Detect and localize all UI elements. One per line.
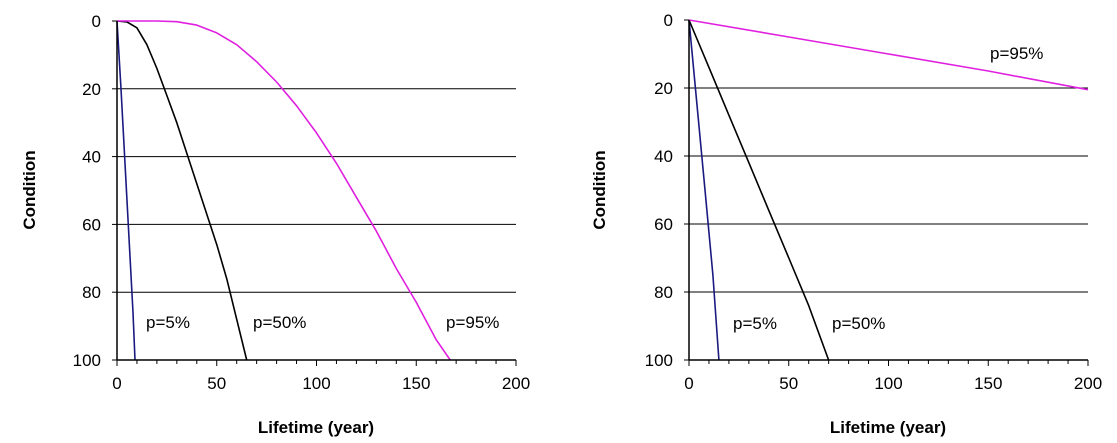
series-line-p-5- [116,20,136,361]
gridlines [117,88,516,293]
series-line-p-95- [688,19,1089,91]
y-axis-title: Condition [20,150,39,229]
series-line-p-50- [688,19,830,361]
x-tick-label: 150 [974,374,1002,393]
x-tick-label: 50 [779,374,798,393]
right-chart: 0 50 100 150 200 0 20 40 60 80 100 p=5% p=50% p=95%… [590,11,1102,437]
y-tick-label: 60 [654,215,673,234]
axes [684,19,1089,366]
series-line-p-50- [116,20,248,361]
series-label: p=5% [733,314,777,333]
left-chart: 0 50 100 150 200 0 20 40 60 80 100 p=5% p=50% p=95%… [20,12,530,437]
y-tick-label: 100 [73,351,101,370]
y-tick-label: 100 [645,351,673,370]
x-tick-label: 0 [112,374,121,393]
x-axis-title: Lifetime (year) [830,418,946,437]
x-tick-labels: 0 50 100 150 200 [684,374,1102,393]
x-tick-label: 100 [302,374,330,393]
series-line-p-95- [117,20,451,361]
x-tick-label: 100 [874,374,902,393]
y-tick-label: 80 [82,283,101,302]
x-tick-label: 200 [502,374,530,393]
series-labels: p=5% p=50% p=95% [733,44,1043,333]
series-lines [116,20,451,361]
x-tick-label: 50 [207,374,226,393]
y-tick-label: 0 [664,11,673,30]
x-tick-label: 150 [402,374,430,393]
series-label: p=95% [446,313,499,332]
x-axis-title: Lifetime (year) [258,418,374,437]
y-tick-label: 40 [654,147,673,166]
x-tick-label: 200 [1074,374,1102,393]
series-line-p-5- [688,19,720,361]
series-label: p=95% [990,44,1043,63]
y-axis-title: Condition [590,150,609,229]
axes [112,20,517,366]
series-lines [688,19,1089,361]
y-tick-labels: 0 20 40 60 80 100 [73,12,101,370]
x-tick-labels: 0 50 100 150 200 [112,374,530,393]
x-tick-label: 0 [684,374,693,393]
y-tick-label: 20 [82,80,101,99]
series-labels: p=5% p=50% p=95% [146,313,499,332]
y-tick-label: 0 [92,12,101,31]
y-tick-labels: 0 20 40 60 80 100 [645,11,673,370]
gridlines [689,87,1088,293]
series-label: p=50% [253,313,306,332]
y-tick-label: 60 [82,215,101,234]
series-label: p=50% [832,314,885,333]
series-label: p=5% [146,313,190,332]
y-tick-label: 40 [82,148,101,167]
y-tick-label: 20 [654,79,673,98]
y-tick-label: 80 [654,283,673,302]
